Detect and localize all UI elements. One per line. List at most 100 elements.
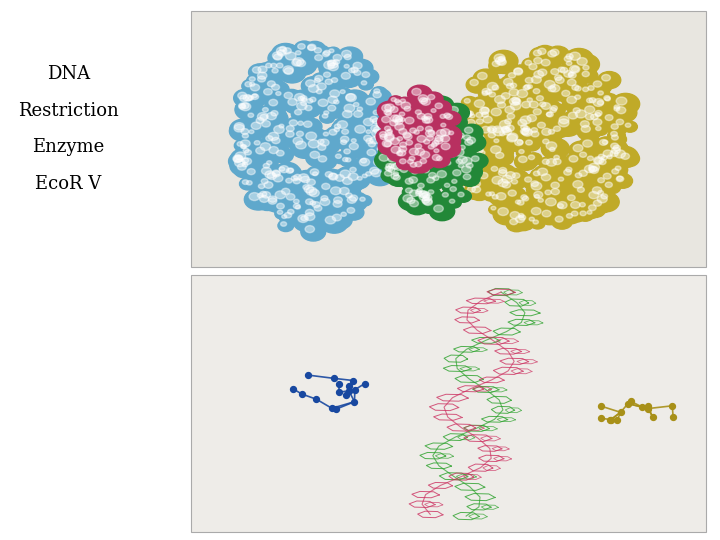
Circle shape [544, 48, 567, 65]
Circle shape [359, 115, 385, 134]
Circle shape [416, 148, 441, 167]
Circle shape [414, 154, 435, 170]
Circle shape [327, 47, 340, 57]
Circle shape [472, 186, 480, 193]
Circle shape [598, 154, 605, 159]
Circle shape [323, 93, 349, 112]
Circle shape [589, 192, 598, 199]
Circle shape [569, 156, 578, 162]
Circle shape [276, 165, 292, 176]
Circle shape [238, 92, 247, 99]
Circle shape [415, 186, 428, 197]
Circle shape [533, 220, 539, 224]
Circle shape [437, 137, 442, 141]
Circle shape [423, 150, 429, 155]
Circle shape [550, 107, 557, 112]
Circle shape [608, 129, 626, 143]
Circle shape [315, 55, 323, 60]
Circle shape [268, 82, 289, 97]
Circle shape [269, 168, 290, 184]
Circle shape [243, 148, 249, 153]
Circle shape [563, 165, 580, 178]
Circle shape [503, 78, 513, 85]
Circle shape [607, 140, 628, 156]
Circle shape [381, 139, 400, 153]
Circle shape [536, 100, 554, 112]
Circle shape [302, 77, 326, 95]
Circle shape [404, 133, 412, 140]
Circle shape [551, 188, 559, 195]
Circle shape [564, 56, 572, 62]
Circle shape [407, 112, 433, 131]
Circle shape [557, 204, 564, 208]
Circle shape [513, 99, 521, 105]
Circle shape [349, 143, 359, 150]
Circle shape [404, 106, 410, 111]
Circle shape [444, 113, 451, 118]
Circle shape [304, 121, 312, 127]
Circle shape [282, 188, 290, 194]
Circle shape [386, 164, 392, 168]
Circle shape [564, 109, 588, 127]
Circle shape [292, 176, 298, 181]
Circle shape [440, 129, 449, 136]
Circle shape [396, 131, 422, 150]
Circle shape [300, 210, 327, 230]
Circle shape [437, 144, 453, 156]
Circle shape [346, 93, 356, 102]
Circle shape [336, 174, 344, 181]
Circle shape [459, 137, 485, 157]
Circle shape [292, 57, 316, 75]
Circle shape [510, 98, 520, 105]
Circle shape [271, 137, 280, 144]
Circle shape [419, 190, 439, 205]
Circle shape [506, 99, 533, 119]
Circle shape [243, 94, 252, 101]
Circle shape [446, 114, 453, 119]
Circle shape [330, 57, 347, 70]
Circle shape [531, 131, 539, 137]
Circle shape [375, 134, 383, 140]
Circle shape [338, 210, 353, 221]
Circle shape [429, 202, 454, 221]
Circle shape [253, 94, 257, 98]
Circle shape [360, 172, 373, 182]
Circle shape [493, 204, 521, 225]
Circle shape [503, 130, 531, 150]
Circle shape [374, 151, 400, 170]
Circle shape [578, 137, 604, 156]
Circle shape [611, 135, 618, 140]
Circle shape [397, 110, 411, 121]
Point [296, 390, 307, 399]
Circle shape [538, 168, 548, 176]
Circle shape [292, 99, 320, 119]
Circle shape [412, 120, 431, 134]
Circle shape [245, 82, 252, 87]
Circle shape [357, 107, 363, 111]
Circle shape [323, 72, 330, 77]
Circle shape [353, 62, 362, 69]
Circle shape [450, 155, 479, 177]
Point [310, 395, 322, 403]
Circle shape [289, 176, 310, 191]
Circle shape [337, 69, 361, 87]
Point [647, 413, 658, 421]
Circle shape [397, 116, 411, 126]
Circle shape [580, 63, 596, 76]
Circle shape [415, 148, 425, 156]
Circle shape [394, 149, 410, 161]
Circle shape [332, 126, 346, 137]
Circle shape [272, 52, 282, 59]
Circle shape [334, 127, 339, 132]
Circle shape [386, 117, 408, 133]
Circle shape [458, 192, 464, 197]
Circle shape [288, 168, 294, 172]
Circle shape [418, 183, 424, 188]
Circle shape [323, 57, 350, 77]
Circle shape [503, 129, 511, 135]
Circle shape [512, 97, 520, 103]
Circle shape [380, 100, 406, 120]
Circle shape [433, 205, 444, 212]
Circle shape [552, 153, 566, 165]
Circle shape [341, 212, 346, 217]
